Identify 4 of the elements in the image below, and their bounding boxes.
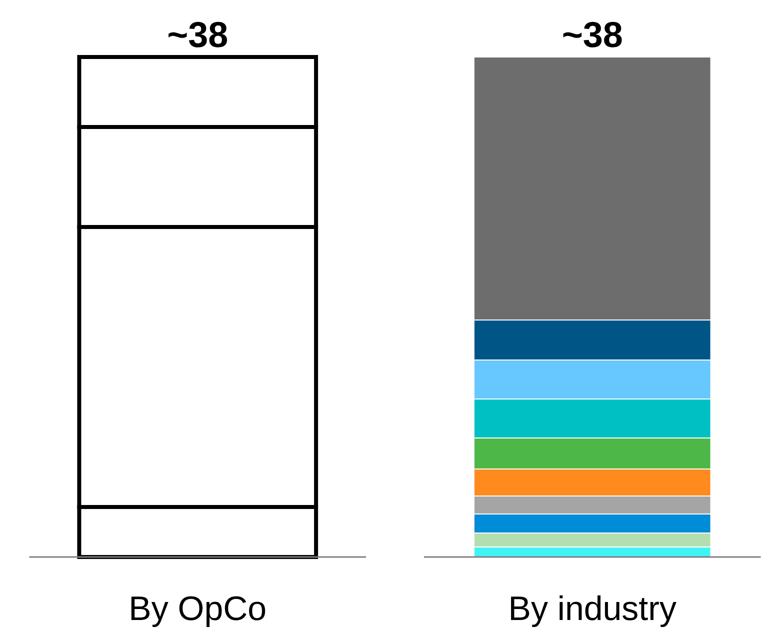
- x-tick-label: By industry: [508, 590, 676, 628]
- annotation: ~38: [167, 14, 228, 55]
- annotation: ~38: [562, 14, 623, 55]
- x-tick-label: By OpCo: [128, 590, 267, 628]
